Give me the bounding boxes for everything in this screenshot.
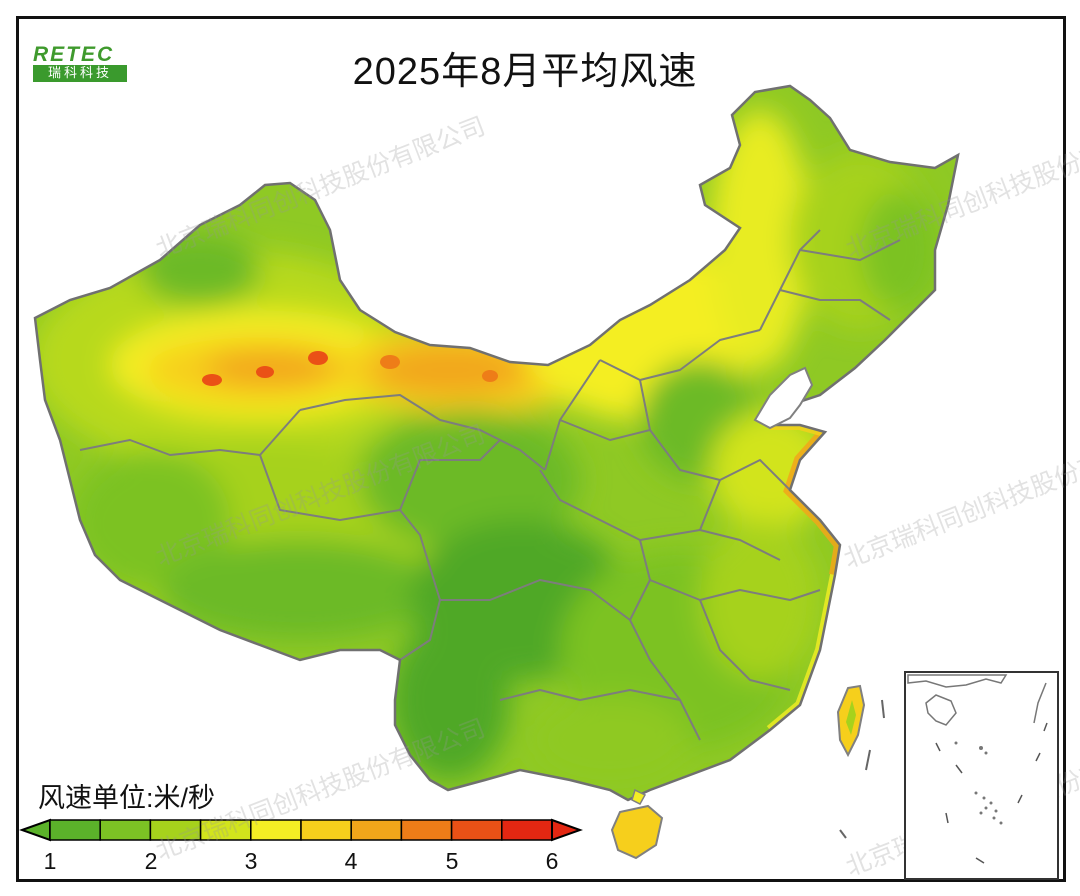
colorbar-cell (350, 819, 403, 841)
south-china-sea-inset (904, 671, 1059, 880)
colorbar-cell (199, 819, 252, 841)
legend-colorbar (19, 818, 583, 842)
bohai-bay (753, 366, 814, 430)
colorbar-cell (300, 819, 352, 841)
legend-tick-label: 6 (545, 848, 559, 874)
legend-unit-label: 风速单位:米/秒 (38, 783, 216, 813)
island-dashes (839, 699, 885, 839)
colorbar-cell (250, 819, 302, 841)
company-logo: RETEC 瑞科科技 (33, 44, 127, 82)
colorbar-cell (450, 819, 503, 841)
legend-tick-label: 5 (445, 848, 459, 874)
legend-tick-label: 3 (244, 848, 258, 874)
logo-bottom-text: 瑞科科技 (33, 65, 127, 82)
colorbar-cell (99, 819, 152, 841)
logo-top-text: RETEC (33, 43, 115, 66)
legend-tick-label: 1 (43, 848, 57, 874)
colorbar-cell (149, 819, 202, 841)
colorbar-max-arrow (551, 818, 583, 842)
colorbar-min-arrow (19, 818, 51, 842)
province-borders (79, 229, 901, 741)
legend-tick-label: 4 (344, 848, 358, 874)
colorbar-cell (501, 819, 553, 841)
wind-field (35, 86, 958, 800)
taiwan-interior (846, 700, 856, 735)
legend-tick-label: 2 (144, 848, 158, 874)
inset-map (907, 674, 1048, 864)
map-title: 2025年8月平均风速 (352, 51, 698, 93)
hainan-island (610, 804, 664, 860)
leizhou-peninsula (631, 788, 647, 805)
colorbar-cell (49, 819, 101, 841)
colorbar-cell (400, 819, 453, 841)
